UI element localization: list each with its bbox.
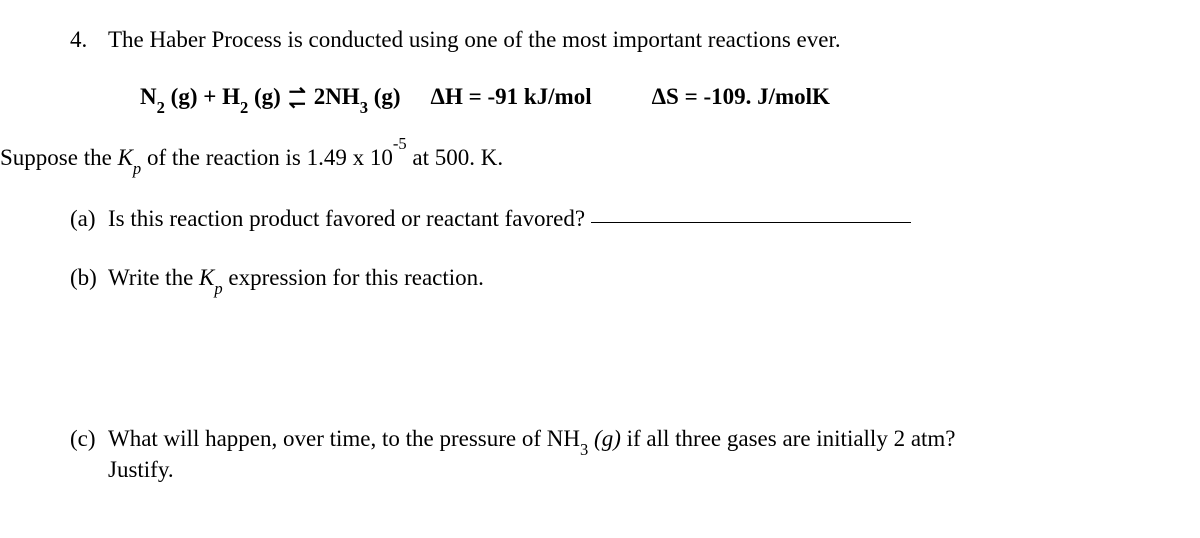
part-c-pre: What will happen, over time, to the pres…	[108, 426, 580, 451]
question-number: 4.	[70, 24, 108, 55]
delta-s: ΔS = -109. J/molK	[652, 84, 830, 109]
part-c-row: (c) What will happen, over time, to the …	[70, 423, 1140, 485]
eq-h2: H2 (g)	[222, 84, 287, 109]
kp-k: K	[118, 145, 133, 170]
delta-h: ΔH = -91 kJ/mol	[431, 84, 592, 109]
eq-n2-sym: N	[140, 84, 157, 109]
eq-h2-sym: H	[222, 84, 240, 109]
eq-h2-sub: 2	[240, 98, 248, 117]
question-page: 4. The Haber Process is conducted using …	[0, 0, 1200, 485]
eq-rhs-coef: 2NH	[314, 84, 360, 109]
kp-symbol: Kp	[118, 145, 142, 170]
part-b-kp: Kp	[199, 265, 223, 290]
part-b-kp-k: K	[199, 265, 214, 290]
kp-value: 1.49 x 10-5	[307, 145, 407, 170]
delta-s-value: -109. J/molK	[703, 84, 830, 109]
eq-n2-sub: 2	[157, 98, 165, 117]
part-b-label: (b)	[70, 262, 108, 293]
delta-s-label: ΔS =	[652, 84, 704, 109]
kp-value-base: 1.49 x 10	[307, 145, 393, 170]
part-c-phase: (g)	[588, 426, 621, 451]
kp-value-exp: -5	[393, 134, 407, 153]
part-a-row: (a) Is this reaction product favored or …	[70, 203, 1140, 234]
question-intro-text: The Haber Process is conducted using one…	[108, 24, 841, 55]
part-c-sub: 3	[580, 440, 588, 459]
part-a-body: Is this reaction product favored or reac…	[108, 203, 1140, 234]
part-a-text: Is this reaction product favored or reac…	[108, 206, 591, 231]
part-b-body: Write the Kp expression for this reactio…	[108, 262, 1140, 293]
equilibrium-arrows-icon: ⇀↽	[289, 87, 306, 110]
part-c-line2: Justify.	[108, 457, 174, 482]
eq-n2-phase: (g) +	[165, 84, 222, 109]
kp-sub: p	[133, 159, 141, 178]
suppose-row: Suppose the Kp of the reaction is 1.49 x…	[0, 142, 1140, 173]
eq-rhs-phase: (g)	[368, 84, 401, 109]
part-b-post: expression for this reaction.	[223, 265, 484, 290]
part-a-label: (a)	[70, 203, 108, 234]
suppose-mid: of the reaction is	[141, 145, 306, 170]
eq-n2: N2 (g) +	[140, 84, 222, 109]
question-intro-row: 4. The Haber Process is conducted using …	[70, 24, 1140, 55]
suppose-pre: Suppose the	[0, 145, 118, 170]
suppose-post: at 500. K.	[407, 145, 503, 170]
part-b-kp-sub: p	[214, 279, 222, 298]
part-b-pre: Write the	[108, 265, 199, 290]
answer-blank-line[interactable]	[591, 222, 911, 223]
eq-rhs-sub: 3	[360, 98, 368, 117]
part-c-body: What will happen, over time, to the pres…	[108, 423, 1140, 485]
delta-h-label: ΔH =	[431, 84, 488, 109]
part-c-post: if all three gases are initially 2 atm?	[621, 426, 956, 451]
part-c-label: (c)	[70, 423, 108, 485]
equation-row: N2 (g) + H2 (g) ⇀↽ 2NH3 (g) ΔH = -91 kJ/m…	[140, 81, 1140, 112]
part-b-row: (b) Write the Kp expression for this rea…	[70, 262, 1140, 293]
eq-rhs: 2NH3 (g)	[314, 84, 401, 109]
delta-h-value: -91 kJ/mol	[487, 84, 591, 109]
eq-h2-phase: (g)	[248, 84, 286, 109]
